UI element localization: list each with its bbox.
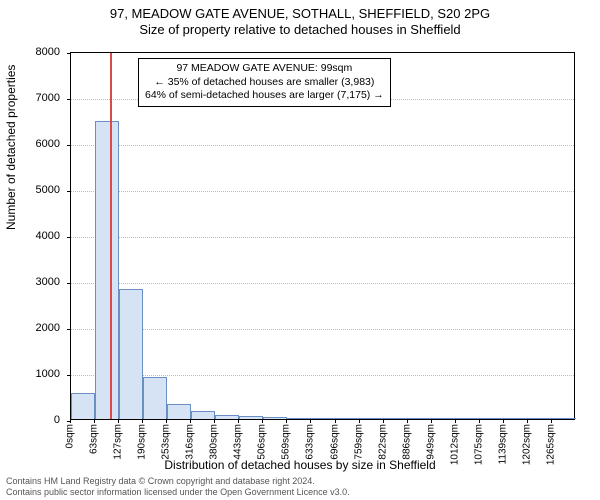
title-subtitle: Size of property relative to detached ho… bbox=[0, 22, 600, 38]
x-tick-label: 0sqm bbox=[65, 424, 76, 448]
histogram-bar bbox=[432, 418, 456, 419]
x-tick-label: 190sqm bbox=[137, 424, 148, 460]
annotation-line: 97 MEADOW GATE AVENUE: 99sqm bbox=[145, 62, 384, 76]
x-axis-label: Distribution of detached houses by size … bbox=[0, 458, 600, 472]
x-tick-mark bbox=[70, 419, 71, 423]
x-tick-mark bbox=[94, 419, 95, 423]
x-tick-label: 506sqm bbox=[257, 424, 268, 460]
histogram-bar bbox=[263, 417, 287, 419]
histogram-bar bbox=[215, 415, 239, 419]
x-tick-mark bbox=[407, 419, 408, 423]
x-tick-label: 886sqm bbox=[401, 424, 412, 460]
x-tick-mark bbox=[190, 419, 191, 423]
property-marker-line bbox=[110, 53, 112, 419]
histogram-bar bbox=[480, 418, 504, 419]
x-tick-label: 63sqm bbox=[89, 424, 100, 454]
x-tick-mark bbox=[335, 419, 336, 423]
x-tick-mark bbox=[238, 419, 239, 423]
y-tick-label: 3000 bbox=[20, 276, 60, 288]
plot-area bbox=[70, 52, 575, 420]
y-tick-mark bbox=[67, 375, 71, 376]
histogram-bar bbox=[191, 411, 215, 419]
y-tick-label: 5000 bbox=[20, 184, 60, 196]
x-tick-mark bbox=[166, 419, 167, 423]
y-tick-label: 2000 bbox=[20, 322, 60, 334]
histogram-bar bbox=[552, 418, 576, 419]
x-tick-label: 696sqm bbox=[329, 424, 340, 460]
histogram-bar bbox=[528, 418, 552, 419]
x-tick-mark bbox=[503, 419, 504, 423]
x-tick-mark bbox=[383, 419, 384, 423]
x-tick-mark bbox=[214, 419, 215, 423]
annotation-line: 64% of semi-detached houses are larger (… bbox=[145, 89, 384, 103]
y-tick-label: 1000 bbox=[20, 368, 60, 380]
gridline bbox=[71, 191, 574, 192]
x-tick-mark bbox=[286, 419, 287, 423]
x-tick-mark bbox=[527, 419, 528, 423]
x-tick-label: 380sqm bbox=[209, 424, 220, 460]
histogram-bar bbox=[336, 418, 360, 419]
x-tick-label: 316sqm bbox=[185, 424, 196, 460]
gridline bbox=[71, 237, 574, 238]
footer-line2: Contains public sector information licen… bbox=[6, 487, 594, 498]
x-tick-mark bbox=[359, 419, 360, 423]
y-tick-label: 6000 bbox=[20, 138, 60, 150]
x-tick-mark bbox=[142, 419, 143, 423]
x-tick-label: 822sqm bbox=[377, 424, 388, 460]
gridline bbox=[71, 329, 574, 330]
footer-line1: Contains HM Land Registry data © Crown c… bbox=[6, 476, 594, 487]
histogram-bar bbox=[119, 289, 143, 419]
y-axis-label: Number of detached properties bbox=[4, 65, 18, 230]
x-tick-label: 633sqm bbox=[305, 424, 316, 460]
histogram-bar bbox=[143, 377, 167, 419]
y-tick-mark bbox=[67, 99, 71, 100]
x-tick-mark bbox=[310, 419, 311, 423]
chart-container: 010002000300040005000600070008000 0sqm63… bbox=[70, 52, 575, 420]
histogram-bar bbox=[311, 418, 335, 419]
histogram-bar bbox=[408, 418, 432, 419]
y-tick-mark bbox=[67, 145, 71, 146]
y-tick-mark bbox=[67, 283, 71, 284]
histogram-bar bbox=[71, 393, 95, 419]
x-tick-label: 759sqm bbox=[353, 424, 364, 460]
x-tick-mark bbox=[479, 419, 480, 423]
x-tick-label: 443sqm bbox=[233, 424, 244, 460]
x-tick-label: 949sqm bbox=[425, 424, 436, 460]
x-tick-label: 569sqm bbox=[281, 424, 292, 460]
y-tick-label: 8000 bbox=[20, 46, 60, 58]
footer-credits: Contains HM Land Registry data © Crown c… bbox=[6, 476, 594, 498]
histogram-bar bbox=[456, 418, 480, 419]
histogram-bar bbox=[167, 404, 191, 419]
y-tick-mark bbox=[67, 237, 71, 238]
histogram-bar bbox=[239, 416, 263, 419]
x-tick-mark bbox=[455, 419, 456, 423]
gridline bbox=[71, 145, 574, 146]
y-tick-label: 4000 bbox=[20, 230, 60, 242]
annotation-box: 97 MEADOW GATE AVENUE: 99sqm← 35% of det… bbox=[138, 58, 391, 107]
x-tick-label: 127sqm bbox=[113, 424, 124, 460]
x-tick-mark bbox=[551, 419, 552, 423]
x-tick-mark bbox=[262, 419, 263, 423]
x-tick-mark bbox=[118, 419, 119, 423]
histogram-bar bbox=[504, 418, 528, 419]
y-tick-mark bbox=[67, 53, 71, 54]
histogram-bar bbox=[287, 418, 311, 419]
histogram-bar bbox=[95, 121, 119, 419]
y-tick-label: 0 bbox=[20, 414, 60, 426]
title-address: 97, MEADOW GATE AVENUE, SOTHALL, SHEFFIE… bbox=[0, 6, 600, 22]
y-tick-mark bbox=[67, 191, 71, 192]
x-tick-mark bbox=[431, 419, 432, 423]
histogram-bar bbox=[360, 418, 384, 419]
annotation-line: ← 35% of detached houses are smaller (3,… bbox=[145, 76, 384, 90]
y-tick-label: 7000 bbox=[20, 92, 60, 104]
y-tick-mark bbox=[67, 329, 71, 330]
gridline bbox=[71, 283, 574, 284]
histogram-bar bbox=[384, 418, 408, 419]
chart-title-block: 97, MEADOW GATE AVENUE, SOTHALL, SHEFFIE… bbox=[0, 0, 600, 39]
x-tick-label: 253sqm bbox=[161, 424, 172, 460]
